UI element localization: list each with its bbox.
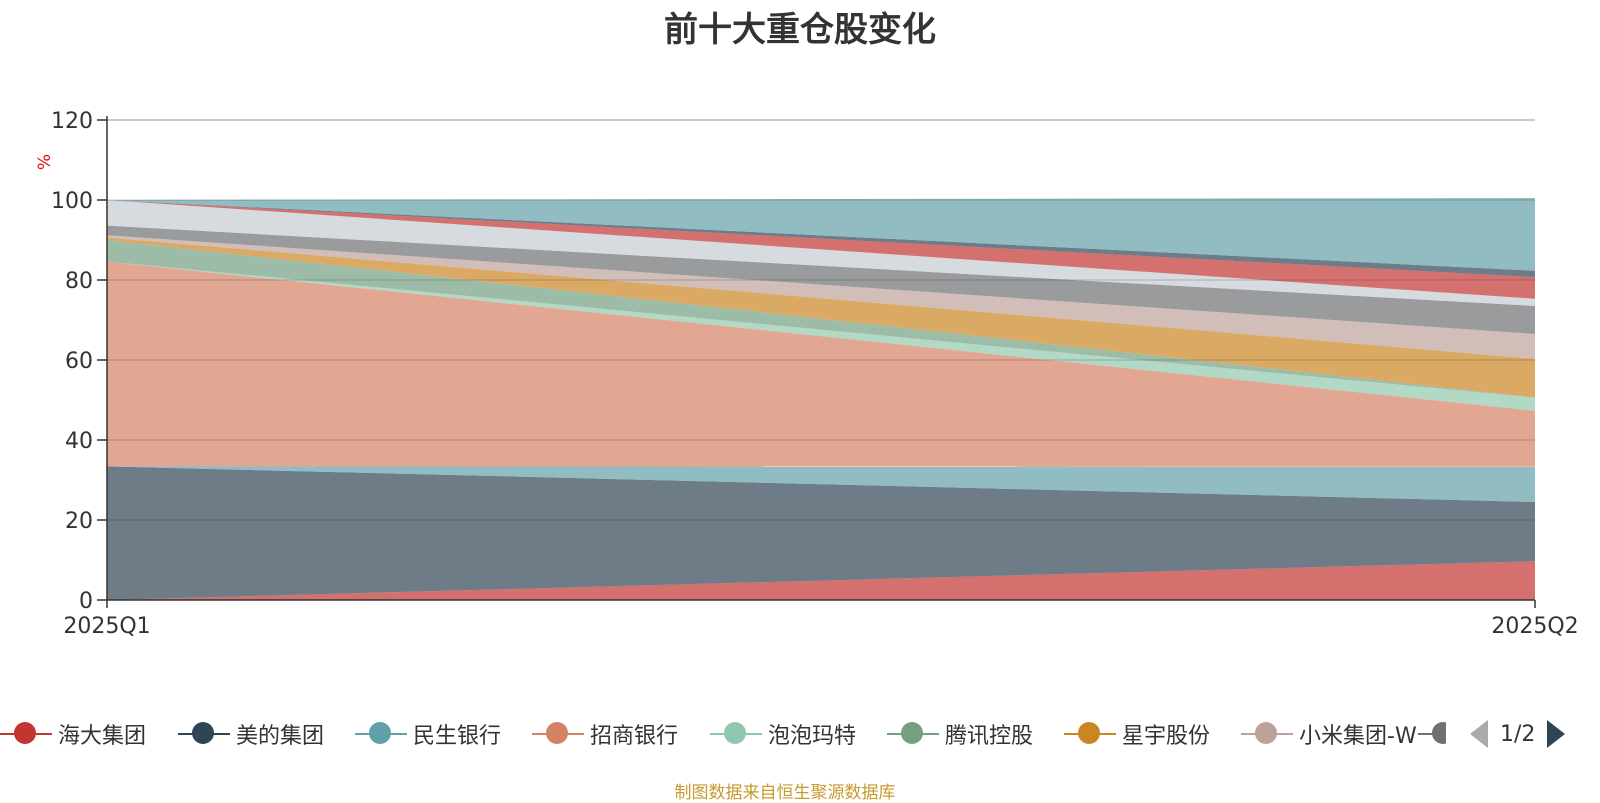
legend-label: 招商银行: [590, 724, 679, 749]
legend-item[interactable]: 海大集团: [0, 716, 146, 752]
area-series-10: [107, 200, 1535, 299]
chart-area: 0 20 40 60 80 100 120 2025Q1 2025Q2%: [35, 109, 1579, 639]
legend-marker-icon: [1241, 716, 1293, 752]
area-series-1: [107, 466, 1535, 600]
area-series-3: [107, 261, 1535, 467]
legend-item[interactable]: 小米集团-W: [1241, 716, 1417, 752]
area-series-8: [107, 225, 1535, 334]
legend-page-indicator: 1/2: [1500, 721, 1536, 747]
y-tick-label: 80: [65, 269, 93, 294]
legend-label: 海大集团: [58, 724, 147, 749]
legend-label: 美的集团: [236, 724, 325, 749]
y-axis-label: %: [35, 154, 55, 170]
legend-item[interactable]: 星宇股份: [1064, 716, 1210, 752]
area-series-12: [107, 198, 1535, 271]
area-series-4: [107, 261, 1535, 411]
legend-label: 泡泡玛特: [768, 724, 857, 749]
area-series-6: [107, 237, 1535, 398]
area-series-7: [107, 235, 1535, 359]
legend-label: 民生银行: [413, 724, 502, 749]
legend-item[interactable]: 泡泡玛特: [710, 716, 856, 752]
legend-item[interactable]: 腾讯控股: [887, 716, 1033, 752]
legend-marker-icon: [0, 716, 52, 752]
legend-marker-icon: [1064, 716, 1116, 752]
legend-marker-icon: [1418, 716, 1446, 752]
x-tick-label: 2025Q1: [63, 614, 150, 639]
y-tick-label: 100: [51, 189, 93, 214]
legend-next-page-button[interactable]: [1547, 720, 1566, 748]
area-series-11: [107, 200, 1535, 278]
legend-marker-icon: [178, 716, 230, 752]
y-tick-label: 120: [51, 109, 93, 134]
legend-marker-icon: [355, 716, 407, 752]
legend: 海大集团 美的集团 民生银行 招商银行 泡泡玛特 腾讯控股 星宇股份 小米集团-W 1/2: [0, 716, 1600, 756]
chart-title: 前十大重仓股变化: [664, 10, 936, 50]
area-series-2: [107, 466, 1535, 502]
legend-prev-page-button[interactable]: [1470, 720, 1488, 748]
legend-label: 小米集团-W: [1299, 724, 1417, 749]
area-series-5: [107, 240, 1535, 398]
source-note: 制图数据来自恒生聚源数据库: [674, 783, 896, 803]
legend-item[interactable]: 招商银行: [532, 716, 678, 752]
legend-marker-icon: [532, 716, 584, 752]
legend-item[interactable]: 美的集团: [178, 716, 324, 752]
legend-pager: 1/2: [1470, 716, 1566, 752]
legend-item-partial: [1418, 716, 1446, 752]
area-series-9: [107, 200, 1535, 306]
x-tick-label: 2025Q2: [1491, 614, 1578, 639]
legend-item[interactable]: 民生银行: [355, 716, 501, 752]
legend-marker-icon: [710, 716, 762, 752]
y-tick-label: 40: [65, 429, 93, 454]
y-tick-label: 60: [65, 349, 93, 374]
area-series-0: [107, 561, 1535, 600]
legend-marker-icon: [887, 716, 939, 752]
y-tick-label: 0: [79, 589, 93, 614]
y-tick-label: 20: [65, 509, 93, 534]
legend-label: 星宇股份: [1122, 724, 1211, 749]
legend-label: 腾讯控股: [945, 724, 1034, 749]
